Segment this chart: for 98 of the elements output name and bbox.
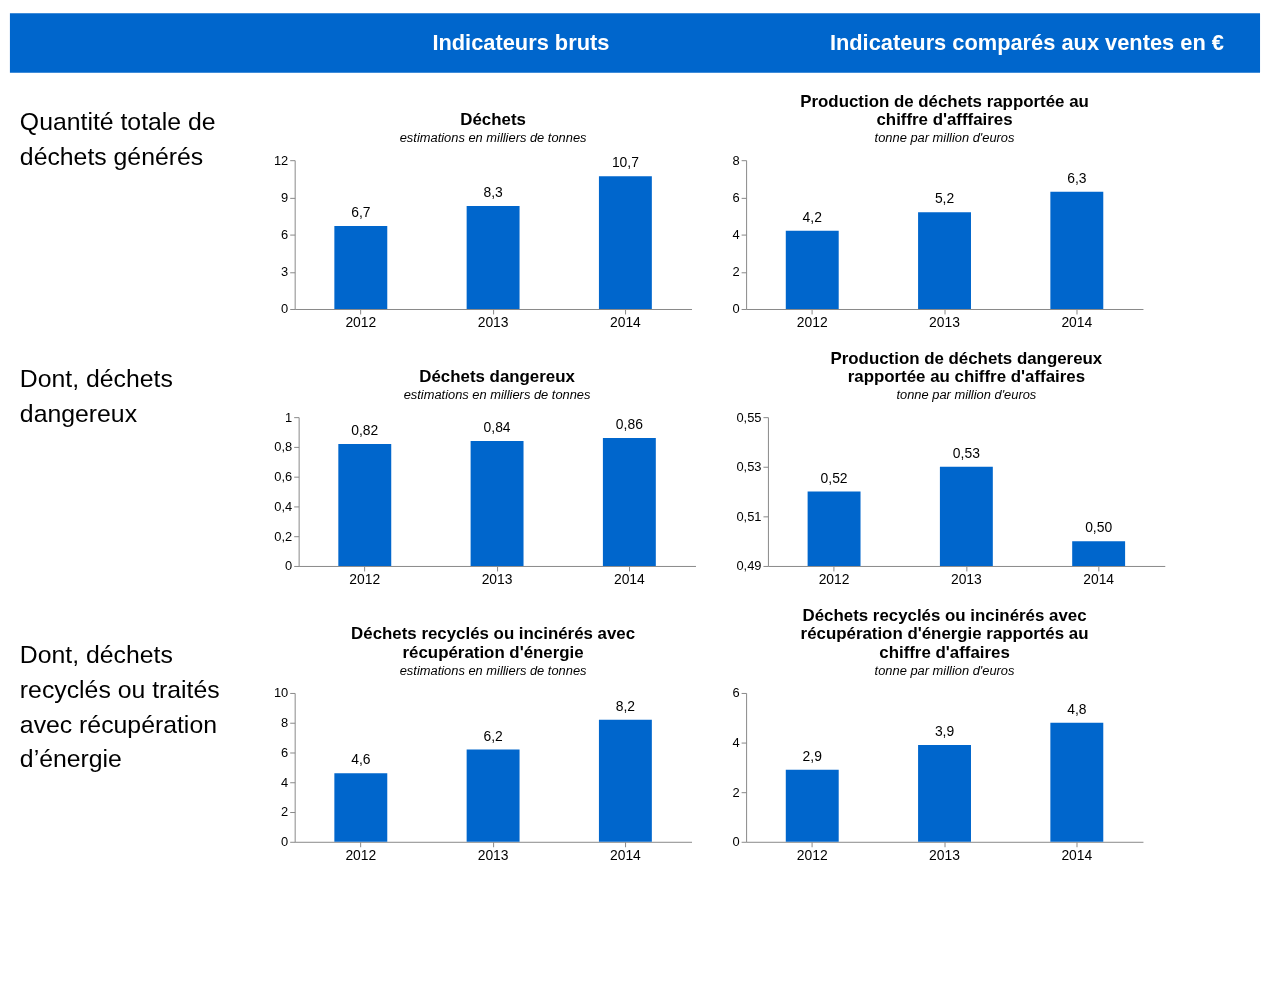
y-tick-label: 0 <box>281 301 289 317</box>
x-tick-label: 2014 <box>1061 314 1093 331</box>
y-tick-label: 0,51 <box>736 508 762 524</box>
x-tick-label: 2012 <box>349 571 381 588</box>
x-tick-label: 2012 <box>818 571 850 588</box>
y-tick-label: 0 <box>285 558 293 574</box>
bar <box>1050 722 1104 842</box>
data-label: 4,6 <box>351 751 371 768</box>
data-label: 6,2 <box>483 727 504 744</box>
text: Indicateurs comparés aux ventes en € <box>829 30 1224 56</box>
y-tick-label: 0,49 <box>736 558 762 574</box>
x-tick-label: 2013 <box>929 314 961 331</box>
y-tick-label: 9 <box>281 189 289 205</box>
bar <box>918 212 971 309</box>
y-tick-label: 4 <box>281 774 289 790</box>
bar <box>598 176 652 309</box>
y-tick-label: 0 <box>732 834 740 850</box>
y-tick-label: 4 <box>732 735 740 751</box>
bar <box>1050 191 1104 309</box>
data-label: 0,52 <box>820 469 848 486</box>
x-tick-label: 2014 <box>613 571 646 588</box>
y-tick-label: 1 <box>285 409 293 425</box>
chart-title: Production de déchets rapportée au chiffre d'afffaires <box>800 91 1089 130</box>
chart-subtitle: estimations en milliers de tonnes <box>399 130 588 146</box>
bar <box>918 745 971 842</box>
data-label: 4,8 <box>1067 700 1087 717</box>
chart-title: Déchets recyclés ou incinérés avec récupération d'énergie rapportés au chiffre d'affaires <box>800 605 1089 663</box>
y-tick-label: 6 <box>732 189 740 205</box>
data-label: 6,7 <box>351 203 371 220</box>
data-label: 4,2 <box>802 208 823 225</box>
x-tick-label: 2012 <box>345 314 377 331</box>
chart-title: Production de déchets dangereux rapportée au chiffre d'affaires <box>830 348 1103 387</box>
chart-title: Déchets recyclés ou incinérés avec récupération d'énergie <box>351 624 636 663</box>
y-tick-label: 0,8 <box>274 439 293 455</box>
bar <box>470 440 524 566</box>
bar <box>602 437 656 566</box>
data-label: 0,86 <box>615 416 644 433</box>
data-label: 5,2 <box>934 190 955 207</box>
y-tick-label: 0,6 <box>274 469 293 485</box>
x-tick-label: 2013 <box>477 847 509 864</box>
bar <box>466 749 520 842</box>
text: Dont, déchets dangereux <box>19 365 173 428</box>
y-tick-label: 4 <box>732 227 740 243</box>
y-tick-label: 2 <box>732 784 740 800</box>
text: Indicateurs bruts <box>432 30 610 56</box>
x-tick-label: 2014 <box>609 314 642 331</box>
x-tick-label: 2012 <box>796 314 828 331</box>
data-label: 8,3 <box>483 184 504 201</box>
data-label: 0,84 <box>483 419 511 436</box>
data-label: 0,50 <box>1085 519 1113 536</box>
data-label: 0,53 <box>952 444 981 461</box>
x-tick-label: 2014 <box>1083 571 1115 588</box>
y-tick-label: 0,53 <box>736 459 762 475</box>
bar <box>338 443 392 566</box>
y-tick-label: 6 <box>732 685 740 701</box>
y-tick-label: 10 <box>273 685 289 701</box>
y-tick-label: 0 <box>732 301 740 317</box>
x-tick-label: 2012 <box>796 847 828 864</box>
y-tick-label: 0,55 <box>736 409 762 425</box>
data-label: 3,9 <box>934 723 955 740</box>
x-tick-label: 2013 <box>929 847 961 864</box>
y-tick-label: 0 <box>281 834 289 850</box>
bar <box>785 769 839 842</box>
data-label: 8,2 <box>615 697 636 714</box>
chart-title: Déchets dangereux <box>419 367 576 387</box>
chart-subtitle: tonne par million d'euros <box>874 663 1016 679</box>
y-tick-label: 0,2 <box>274 528 293 544</box>
y-tick-label: 3 <box>281 264 289 280</box>
chart-subtitle: estimations en milliers de tonnes <box>399 663 588 679</box>
y-tick-label: 8 <box>281 715 289 731</box>
bar <box>598 719 652 842</box>
bar <box>466 206 520 309</box>
chart-subtitle: tonne par million d'euros <box>874 130 1016 146</box>
data-label: 0,82 <box>351 422 379 438</box>
data-label: 6,3 <box>1067 169 1087 186</box>
x-tick-label: 2013 <box>950 571 983 588</box>
x-tick-label: 2013 <box>477 314 509 331</box>
text: Quantité totale de déchets générés <box>19 108 216 171</box>
y-tick-label: 6 <box>281 227 289 243</box>
x-tick-label: 2014 <box>609 847 642 864</box>
chart-subtitle: estimations en milliers de tonnes <box>403 387 592 403</box>
text: Dont, déchets recyclés ou traités avec récupération d’énergie <box>19 641 220 773</box>
x-tick-label: 2013 <box>481 571 513 588</box>
bar <box>785 230 839 309</box>
bar <box>334 225 388 309</box>
chart-title: Déchets <box>460 110 526 130</box>
y-tick-label: 2 <box>281 804 289 820</box>
y-tick-label: 6 <box>281 744 289 760</box>
y-tick-label: 8 <box>732 152 740 168</box>
y-tick-label: 2 <box>732 264 740 280</box>
bar <box>334 773 388 842</box>
x-tick-label: 2014 <box>1061 847 1093 864</box>
chart-subtitle: tonne par million d'euros <box>896 387 1037 403</box>
x-tick-label: 2012 <box>345 847 377 864</box>
data-label: 2,9 <box>802 747 823 764</box>
data-label: 10,7 <box>611 154 640 171</box>
y-tick-label: 0,4 <box>274 498 293 514</box>
y-tick-label: 12 <box>273 152 289 168</box>
